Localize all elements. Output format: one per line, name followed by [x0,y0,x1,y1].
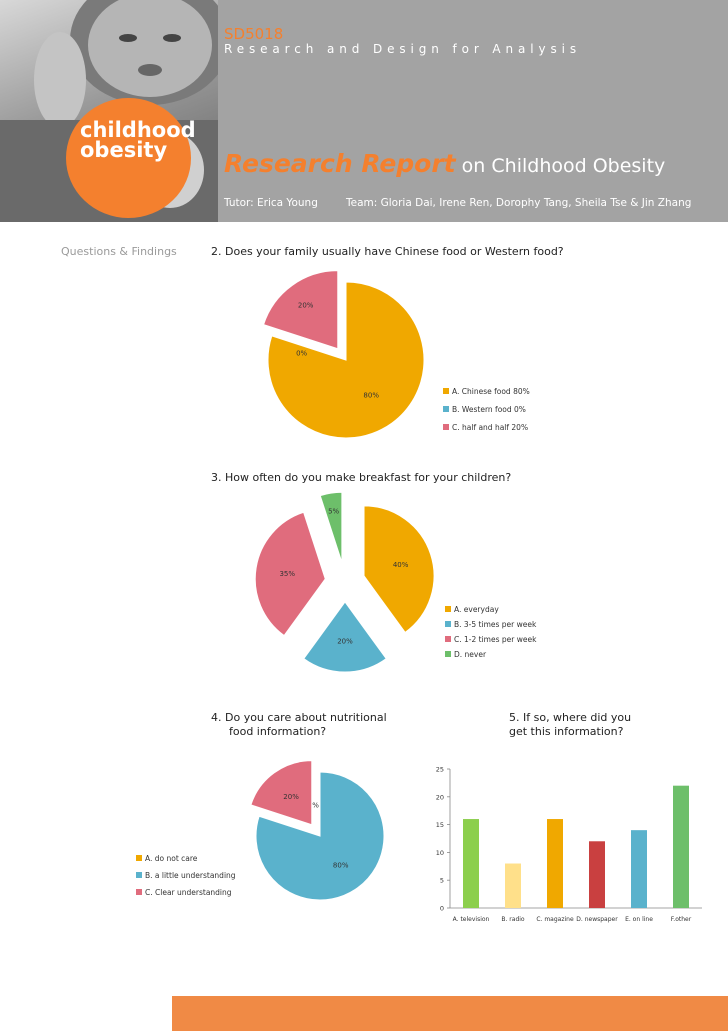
pie1-legend-swatch-2 [443,406,449,412]
pie1-legend-1: A. Chinese food 80% [452,387,530,396]
badge-logo: childhood obesity [80,118,196,162]
bar-ytick-3: 15 [436,821,444,829]
tutor-name: Tutor: Erica Young [224,197,318,209]
pie2-legend-4: D. never [454,650,487,659]
pie3-slice-2 [255,771,385,901]
pie2-label-1: 40% [393,561,409,569]
team-members: Team: Gloria Dai, Irene Ren, Dorophy Tan… [346,197,692,209]
pie2-legend-2: B. 3-5 times per week [454,620,537,629]
badge-circle [66,98,191,218]
question-4: 4. Do you care about nutritional food in… [211,711,387,739]
pie1-label-2: 0% [296,349,307,357]
question-5-line-1: 5. If so, where did you [509,711,632,724]
report-title-rest: on Childhood Obesity [455,155,666,177]
pie1-legend-swatch-1 [443,388,449,394]
pie2-slice-2 [303,601,387,673]
pie3-legend-3: C. Clear understanding [145,888,232,897]
question-4-line-1: 4. Do you care about nutritional [211,711,387,724]
pie2-label-4: 5% [328,507,339,515]
bar-ytick-0: 0 [440,905,444,913]
pie3-legend-swatch-1 [136,855,142,861]
bar-category-3: C. magazine [536,916,574,923]
question-5-line-2: get this information? [509,725,624,738]
pie3-label-3: 20% [283,793,299,801]
pie3-legend-swatch-2 [136,872,142,878]
badge-line-1: childhood [80,118,196,142]
pie2-slice-1 [363,505,435,634]
pie2-label-3: 35% [279,570,295,578]
pie1-slice-1 [267,281,425,439]
section-label: Questions & Findings [61,245,177,258]
bar-4 [589,841,605,908]
pie3-legend-swatch-3 [136,889,142,895]
pie3-legend-1: A. do not care [145,854,198,863]
bar-5 [631,830,647,908]
course-name: Research and Design for Analysis [224,42,582,56]
pie1-label-1: 80% [363,392,379,400]
pie3-legend-2: B. a little understanding [145,871,236,880]
report-title: Research Report on Childhood Obesity [224,149,665,178]
bar-3 [547,819,563,908]
baby-photo: childhood obesity [0,0,218,222]
pie2-legend-1: A. everyday [454,605,499,614]
bar-1 [463,819,479,908]
course-code: SD5018 [224,25,284,43]
question-3: 3. How often do you make breakfast for y… [211,471,512,484]
pie1-slice-3 [262,270,339,350]
pie2-legend-swatch-1 [445,606,451,612]
footer-bar [172,996,728,1031]
pie3-label-1: 0% [308,802,319,810]
bar-category-4: D. newspaper [576,916,618,923]
bar-category-6: F.other [671,916,692,923]
question-2: 2. Does your family usually have Chinese… [211,245,564,258]
bar-ytick-5: 25 [436,766,444,774]
badge-line-2: obesity [80,138,168,162]
bar-2 [505,863,521,908]
report-title-highlight: Research Report [224,149,456,178]
pie1-legend-3: C. half and half 20% [452,423,528,432]
bar-ytick-2: 10 [436,849,444,857]
pie2-legend-swatch-4 [445,651,451,657]
pie2-legend-3: C. 1-2 times per week [454,635,537,644]
pie1-legend-swatch-3 [443,424,449,430]
bar-category-2: B. radio [501,916,525,923]
header-banner: childhood obesity SD5018 Research and De… [0,0,728,222]
pie3-slice-3 [250,760,313,826]
pie2-legend-swatch-2 [445,621,451,627]
pie1-legend-2: B. Western food 0% [452,405,526,414]
question-4-line-2: food information? [229,725,327,738]
bar-ytick-1: 5 [440,877,444,885]
pie3-label-2: 80% [333,861,349,869]
pie2-legend-swatch-3 [445,636,451,642]
pie2-slice-3 [254,511,326,637]
question-5: 5. If so, where did you get this informa… [509,711,631,739]
bar-ytick-4: 20 [436,793,444,801]
bar-category-1: A. television [453,916,490,923]
pie2-slice-4 [319,491,343,563]
pie1-label-3: 20% [298,302,314,310]
bar-category-5: E. on line [625,916,653,923]
bar-6 [673,785,689,908]
pie2-label-2: 20% [337,638,353,646]
